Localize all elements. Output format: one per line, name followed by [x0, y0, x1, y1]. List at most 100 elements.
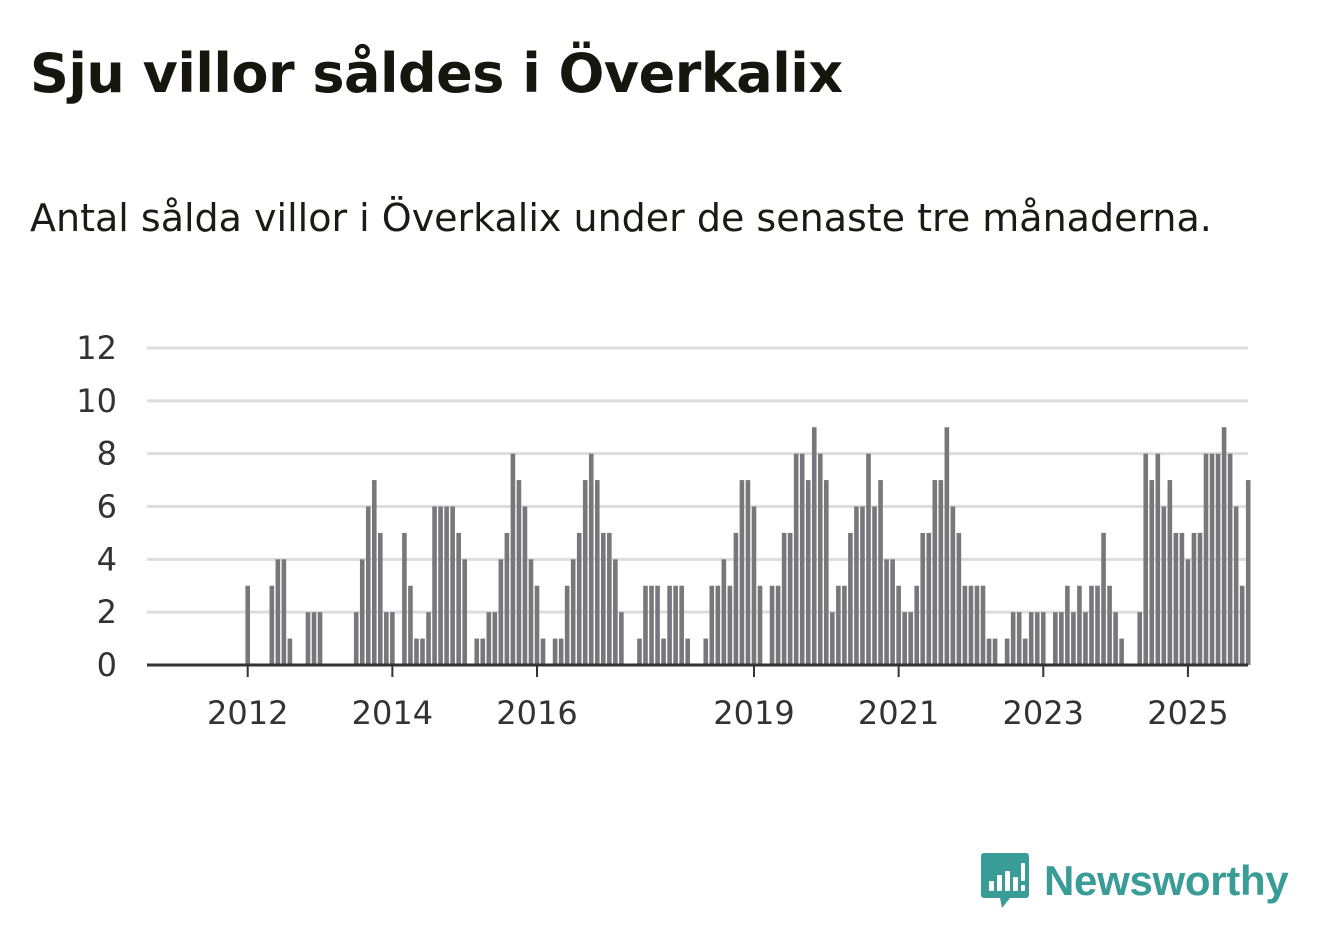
bar [1215, 453, 1221, 665]
bar [842, 585, 847, 665]
bar [353, 612, 359, 665]
bar [1149, 480, 1155, 665]
bar [799, 453, 805, 665]
bar [1095, 585, 1100, 665]
bar [655, 585, 660, 665]
bar [1010, 612, 1016, 665]
bar [1113, 612, 1118, 665]
y-tick-label: 4 [97, 540, 117, 578]
bar [920, 532, 926, 665]
bar [359, 559, 365, 665]
bar [745, 480, 751, 665]
chart-subtitle: Antal sålda villor i Överkalix under de … [30, 196, 1212, 240]
bar [528, 559, 534, 665]
y-tick-label: 6 [97, 488, 117, 526]
bar [1155, 453, 1161, 665]
bar [1101, 532, 1106, 665]
bar [932, 480, 938, 665]
bar [992, 638, 998, 665]
bar [884, 559, 889, 665]
bar [938, 480, 944, 665]
bar [1197, 532, 1203, 665]
x-tick-label: 2014 [352, 694, 433, 732]
bar [1137, 612, 1143, 665]
bar [269, 585, 275, 665]
x-tick-label: 2016 [496, 694, 577, 732]
bar [872, 506, 877, 665]
bar [1040, 612, 1046, 665]
bar [1245, 480, 1251, 665]
bar [908, 612, 913, 665]
bar [703, 638, 709, 665]
bar [1107, 585, 1112, 665]
bar-chart: 0 2 4 6 8 10 12 2012 2014 2016 2019 2021 2023 2025 7 [76, 0, 1300, 732]
bar [498, 559, 504, 665]
bar [371, 480, 377, 665]
bar [1077, 585, 1082, 665]
newsworthy-logo-icon [981, 853, 1029, 908]
bar [649, 585, 654, 665]
bar [739, 480, 745, 665]
bar [1203, 453, 1209, 665]
bar [1167, 480, 1173, 665]
bar [860, 506, 865, 665]
bar [462, 559, 467, 665]
bar [805, 480, 811, 665]
bar [836, 585, 841, 665]
bar [1239, 585, 1245, 665]
bar [287, 638, 293, 665]
bar [854, 506, 859, 665]
bar [890, 559, 895, 665]
bar [1016, 612, 1022, 665]
bar [378, 532, 383, 665]
bar [245, 585, 251, 665]
bar [516, 480, 522, 665]
bar [1221, 427, 1227, 665]
bar [504, 532, 510, 665]
bar [576, 532, 582, 665]
bar [679, 585, 684, 665]
bar [474, 638, 480, 665]
bar [974, 585, 980, 665]
bar [709, 585, 715, 665]
bar [643, 585, 648, 665]
bar [402, 532, 407, 665]
bar [426, 612, 431, 665]
bar [1089, 585, 1094, 665]
bar [878, 480, 883, 665]
bar [775, 585, 781, 665]
bar [480, 638, 486, 665]
bar [866, 453, 871, 665]
bar [534, 585, 540, 665]
bar [420, 638, 425, 665]
y-tick-label: 10 [76, 382, 117, 420]
bar [727, 585, 733, 665]
bar [811, 427, 817, 665]
bar [486, 612, 492, 665]
bar [384, 612, 389, 665]
bar [962, 585, 968, 665]
bar [1059, 612, 1064, 665]
bar [667, 585, 672, 665]
bar [685, 638, 690, 665]
bar [613, 559, 618, 665]
bar [637, 638, 642, 665]
bar [456, 532, 461, 665]
bar [450, 506, 455, 665]
bar [564, 585, 570, 665]
bar [661, 638, 666, 665]
newsworthy-logo[interactable]: Newsworthy [980, 850, 1289, 912]
bar [1028, 612, 1034, 665]
bar [1065, 585, 1070, 665]
bar [570, 559, 576, 665]
bar [751, 506, 757, 665]
bar [1173, 532, 1179, 665]
bar [432, 506, 437, 665]
chart-title: Sju villor såldes i Överkalix [30, 42, 843, 105]
bars [245, 427, 1251, 665]
bar [673, 585, 678, 665]
bar [607, 532, 612, 665]
bar [414, 638, 419, 665]
axes [147, 663, 1248, 677]
labels: 0 2 4 6 8 10 12 2012 2014 2016 2019 2021 2023 2025 7 [76, 0, 1300, 732]
